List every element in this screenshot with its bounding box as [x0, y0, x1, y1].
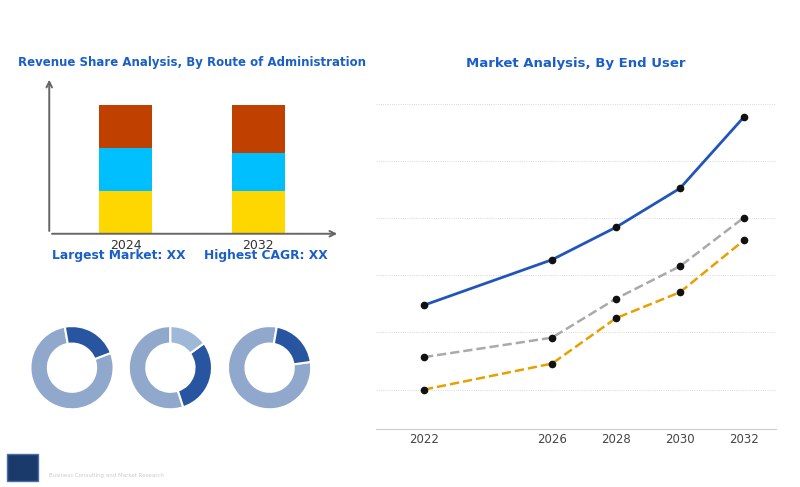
Bar: [232, 191, 285, 234]
Wedge shape: [129, 326, 183, 409]
Wedge shape: [65, 326, 111, 359]
Wedge shape: [274, 327, 310, 364]
Text: Largest Market: XX: Largest Market: XX: [52, 249, 186, 262]
Title: Revenue Share Analysis, By Route of Administration: Revenue Share Analysis, By Route of Admi…: [18, 56, 366, 69]
Wedge shape: [170, 326, 204, 354]
Wedge shape: [228, 326, 311, 409]
Bar: [99, 105, 152, 148]
Text: GLOBAL INTER-ALPHA-INHIBITOR PROTEINS MARKET SEGMENT ANALYSIS: GLOBAL INTER-ALPHA-INHIBITOR PROTEINS MA…: [10, 28, 582, 42]
Wedge shape: [178, 343, 212, 407]
Text: Highest CAGR: XX: Highest CAGR: XX: [204, 249, 328, 262]
Wedge shape: [30, 327, 114, 409]
Bar: [232, 105, 285, 153]
Bar: [232, 153, 285, 191]
Text: Reports and Insights: Reports and Insights: [50, 455, 139, 464]
FancyBboxPatch shape: [6, 454, 38, 481]
Text: Business Consulting and Market Research: Business Consulting and Market Research: [50, 473, 164, 478]
Title: Market Analysis, By End User: Market Analysis, By End User: [466, 57, 686, 70]
Bar: [99, 191, 152, 234]
Bar: [99, 148, 152, 191]
